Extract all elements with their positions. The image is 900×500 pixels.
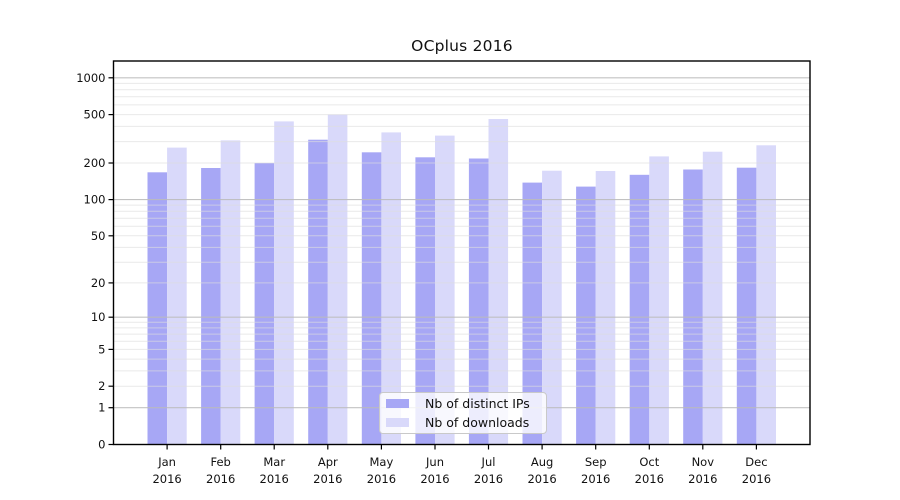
legend-swatch-distinct-ips — [386, 398, 409, 408]
bar-downloads — [649, 156, 669, 445]
bar-distinct-ips — [415, 157, 435, 445]
bar-distinct-ips — [736, 167, 757, 445]
y-tick-label: 200 — [84, 156, 106, 170]
x-tick-label: May 2016 — [367, 455, 396, 486]
x-tick-label: Oct 2016 — [635, 455, 664, 486]
legend-item-distinct-ips: Nb of distinct IPs — [386, 394, 546, 412]
legend-item-downloads: Nb of downloads — [386, 414, 546, 432]
y-tick-label: 10 — [91, 310, 106, 324]
y-tick-label: 5 — [98, 342, 105, 356]
bar-downloads — [542, 170, 562, 445]
chart-title: OCplus 2016 — [411, 37, 513, 55]
bar-downloads — [220, 140, 241, 445]
bar-distinct-ips — [468, 158, 489, 445]
y-tick-label: 20 — [91, 276, 106, 290]
bar-distinct-ips — [201, 168, 221, 445]
bar-downloads — [595, 171, 616, 445]
x-tick-label: Jun 2016 — [420, 455, 449, 486]
y-tick-label: 50 — [91, 229, 106, 243]
bar-distinct-ips — [629, 174, 650, 445]
x-tick-label: Dec 2016 — [742, 455, 771, 486]
bar-downloads — [756, 145, 776, 445]
x-tick-label: Apr 2016 — [313, 455, 342, 486]
x-tick-label: Feb 2016 — [206, 455, 235, 486]
x-tick-label: Sep 2016 — [581, 455, 610, 486]
y-tick-label: 500 — [84, 108, 106, 122]
x-tick-label: Aug 2016 — [527, 455, 556, 486]
bar-distinct-ips — [308, 139, 328, 445]
legend: Nb of distinct IPs Nb of downloads — [379, 392, 547, 434]
bar-distinct-ips — [147, 172, 168, 445]
y-tick-label: 1000 — [76, 71, 105, 85]
x-tick-label: Mar 2016 — [260, 455, 289, 486]
y-tick-label: 2 — [98, 379, 105, 393]
bar-distinct-ips — [683, 169, 703, 445]
bar-distinct-ips — [254, 163, 275, 445]
x-tick-label: Jan 2016 — [152, 455, 181, 486]
bar-distinct-ips — [522, 182, 543, 445]
legend-label-distinct-ips: Nb of distinct IPs — [425, 395, 530, 411]
x-tick-label: Jul 2016 — [474, 455, 503, 486]
x-tick-label: Nov 2016 — [688, 455, 717, 486]
bar-downloads — [702, 151, 723, 445]
bar-downloads — [167, 147, 187, 445]
plot-border — [112, 60, 811, 446]
bar-distinct-ips — [361, 152, 382, 445]
y-tick-label: 0 — [98, 438, 105, 452]
bar-downloads — [327, 114, 348, 445]
legend-swatch-downloads — [386, 418, 409, 428]
y-tick-label: 100 — [84, 193, 106, 207]
bar-distinct-ips — [576, 186, 596, 445]
bar-downloads — [435, 135, 455, 445]
legend-label-downloads: Nb of downloads — [425, 415, 530, 431]
bar-downloads — [488, 119, 509, 445]
y-tick-label: 1 — [98, 401, 105, 415]
bar-downloads — [381, 132, 401, 445]
